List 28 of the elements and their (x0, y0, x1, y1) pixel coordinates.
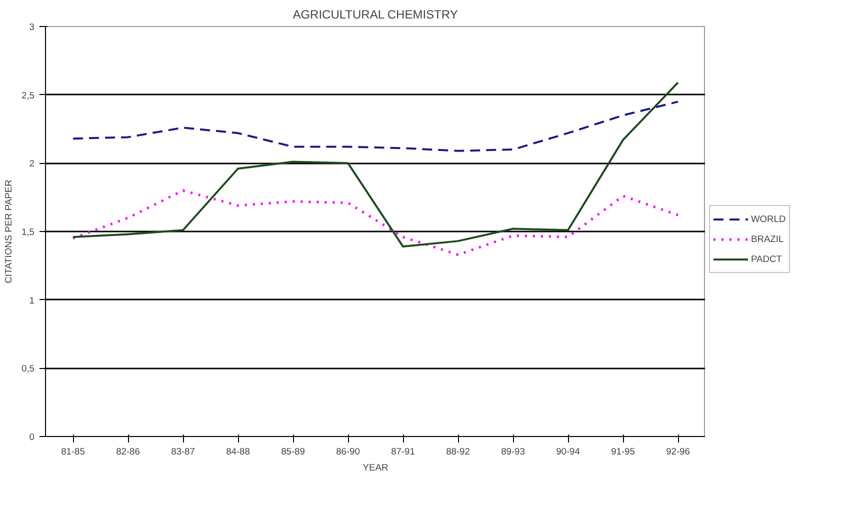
x-axis-title: YEAR (362, 462, 388, 472)
y-tick-label: 1 (29, 295, 35, 306)
y-axis-title: CITATIONS PER PAPER (4, 179, 14, 284)
x-tick-label: 85-89 (281, 446, 305, 456)
x-tick-label: 86-90 (336, 446, 360, 456)
legend-label: WORLD (751, 214, 786, 224)
y-tick-label: 0,5 (22, 364, 34, 374)
x-tick-label: 92-96 (666, 446, 690, 456)
y-tick-label: 3 (29, 22, 35, 32)
line-series (72, 100, 679, 152)
x-tick-label: 91-95 (611, 446, 635, 456)
y-tick-label: 2,5 (22, 90, 34, 100)
x-tick-label: 87-91 (391, 446, 415, 456)
x-tick-label: 82-86 (116, 446, 140, 456)
x-tick-label: 83-87 (171, 446, 195, 456)
chart-title: AGRICULTURAL CHEMISTRY (292, 8, 458, 22)
x-tick-label: 89-93 (501, 446, 525, 456)
y-tick-label: 0 (29, 432, 35, 442)
line-series (72, 189, 680, 256)
y-tick-label: 2 (29, 158, 35, 169)
legend-label: BRAZIL (751, 234, 784, 244)
x-tick-label: 81-85 (61, 446, 85, 456)
x-tick-label: 88-92 (446, 446, 470, 456)
legend-label: PADCT (751, 254, 782, 264)
x-tick-label: 84-88 (226, 446, 250, 456)
line-series (72, 82, 679, 248)
y-tick-label: 1,5 (22, 227, 34, 237)
x-tick-label: 90-94 (556, 446, 580, 456)
